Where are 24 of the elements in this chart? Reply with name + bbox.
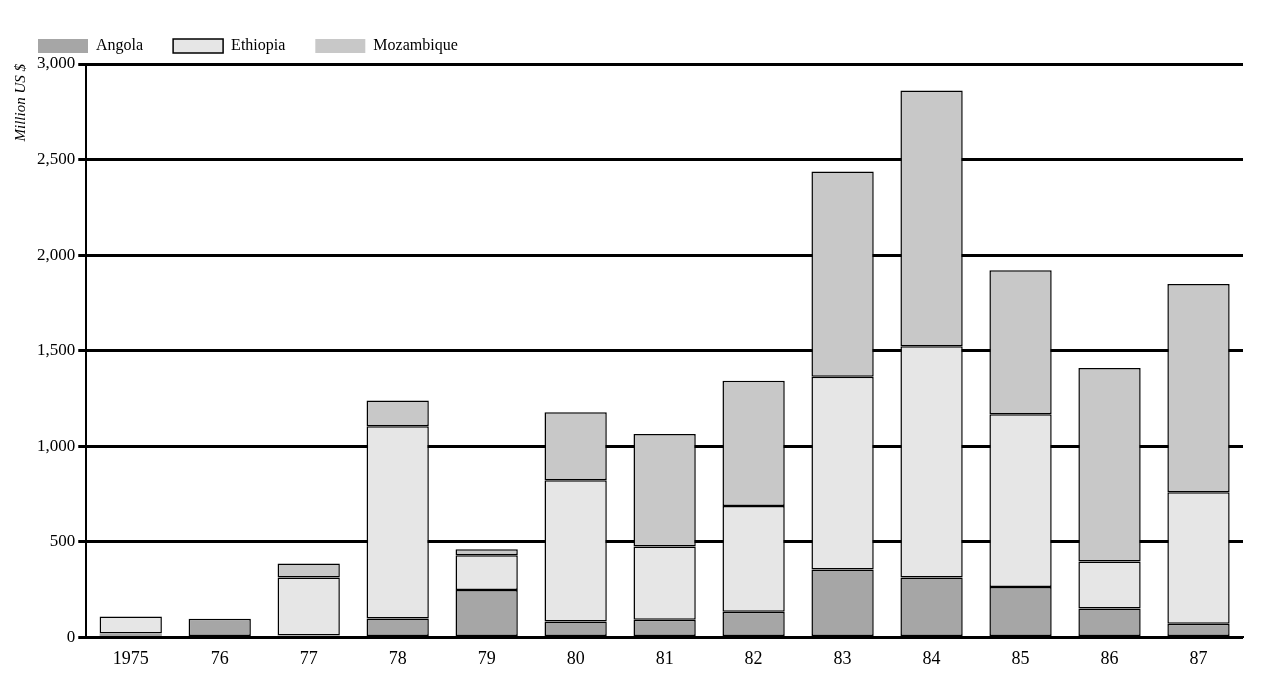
- y-tick-label: 2,500: [37, 149, 76, 169]
- legend-label: Angola: [96, 36, 144, 55]
- y-axis-title: Million US $: [11, 63, 28, 143]
- legend-label: Ethiopia: [231, 36, 286, 55]
- x-tick-label: 83: [833, 647, 852, 668]
- x-tick-label: 84: [922, 647, 941, 668]
- legend-label: Mozambique: [373, 36, 458, 55]
- x-tick-label: 79: [477, 647, 496, 668]
- x-tick-label: 77: [299, 647, 318, 668]
- y-tick-label: 1,000: [37, 435, 76, 455]
- x-tick-label: 80: [566, 647, 585, 668]
- y-tick-label: 2,000: [37, 244, 76, 264]
- y-tick-label: 3,000: [37, 53, 76, 73]
- x-tick-label: 78: [388, 647, 407, 668]
- x-tick-label: 81: [655, 647, 674, 668]
- y-tick-label: 0: [66, 626, 76, 646]
- y-tick-label: 500: [49, 531, 76, 551]
- x-tick-label: 87: [1189, 647, 1208, 668]
- x-tick-label: 76: [210, 647, 229, 668]
- x-tick-label: 85: [1011, 647, 1030, 668]
- x-tick-label: 1975: [112, 647, 149, 668]
- x-tick-label: 86: [1100, 647, 1119, 668]
- x-tick-label: 82: [744, 647, 763, 668]
- y-tick-label: 1,500: [37, 340, 76, 360]
